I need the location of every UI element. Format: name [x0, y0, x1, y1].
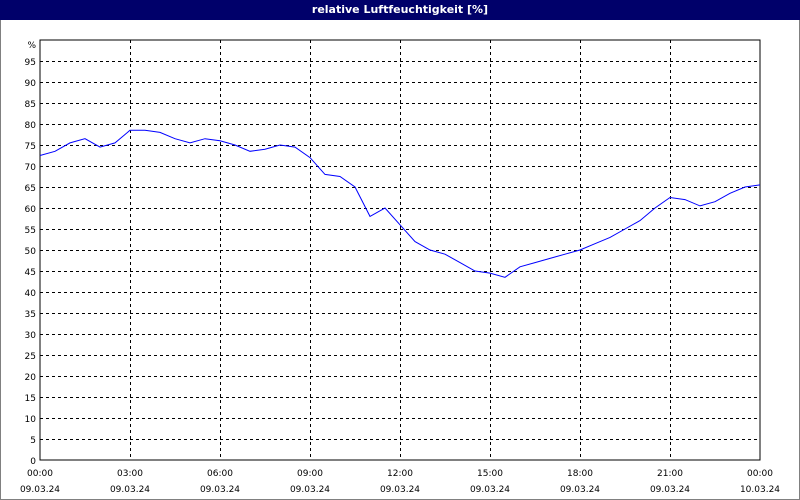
x-tick-date-label: 09.03.24: [650, 485, 690, 495]
y-axis-label: %: [27, 41, 36, 51]
x-tick-time-label: 03:00: [117, 469, 143, 479]
x-tick-time-label: 12:00: [387, 469, 413, 479]
y-tick-label: 20: [25, 373, 37, 383]
y-tick-label: 95: [25, 58, 36, 68]
x-tick-date-label: 09.03.24: [110, 485, 150, 495]
y-tick-label: 25: [25, 352, 36, 362]
x-tick-time-label: 18:00: [567, 469, 593, 479]
x-tick-time-label: 00:00: [747, 469, 773, 479]
x-tick-date-label: 09.03.24: [380, 485, 420, 495]
y-tick-label: 0: [30, 457, 36, 467]
y-tick-label: 55: [25, 226, 36, 236]
y-tick-label: 15: [25, 394, 36, 404]
series-line: [39, 129, 761, 278]
y-tick-label: 35: [25, 310, 36, 320]
y-tick-label: 75: [25, 142, 36, 152]
x-tick-time-label: 15:00: [477, 469, 503, 479]
y-tick-label: 60: [25, 205, 37, 215]
y-tick-label: 50: [25, 247, 37, 257]
y-tick-label: 65: [25, 184, 36, 194]
x-tick-date-label: 09.03.24: [470, 485, 510, 495]
x-tick-date-label: 09.03.24: [200, 485, 240, 495]
x-tick-time-label: 09:00: [297, 469, 323, 479]
y-tick-label: 45: [25, 268, 36, 278]
x-tick-time-label: 06:00: [207, 469, 233, 479]
y-tick-label: 90: [25, 79, 37, 89]
x-tick-date-label: 09.03.24: [560, 485, 600, 495]
y-tick-label: 85: [25, 100, 36, 110]
chart-title: relative Luftfeuchtigkeit [%]: [0, 0, 800, 20]
x-tick-date-label: 10.03.24: [740, 485, 780, 495]
y-tick-label: 40: [25, 289, 37, 299]
y-tick-label: 10: [25, 415, 37, 425]
x-tick-time-label: 00:00: [27, 469, 53, 479]
y-tick-label: 70: [25, 163, 37, 173]
x-tick-date-label: 09.03.24: [290, 485, 330, 495]
x-tick-time-label: 21:00: [657, 469, 683, 479]
x-tick-date-label: 09.03.24: [20, 485, 60, 495]
y-tick-label: 30: [25, 331, 37, 341]
y-tick-label: 5: [30, 436, 36, 446]
y-tick-label: 80: [25, 121, 37, 131]
